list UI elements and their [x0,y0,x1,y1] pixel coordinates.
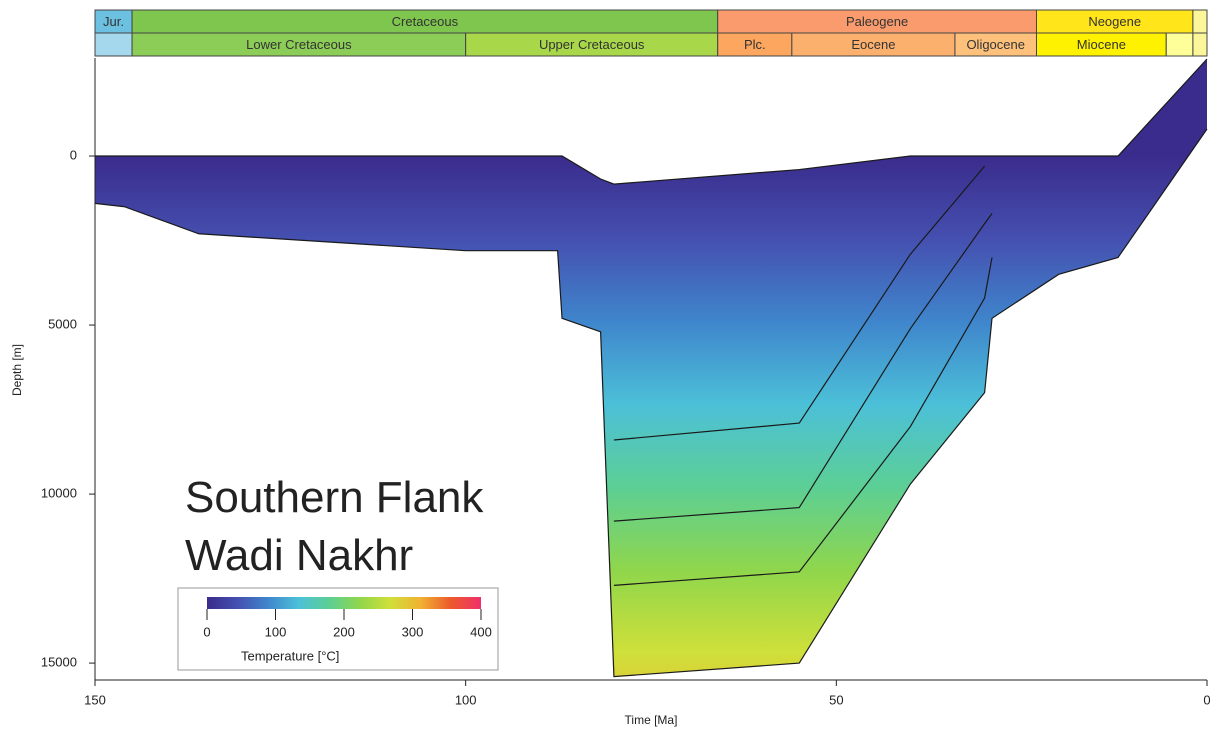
timescale-label: Neogene [1088,14,1141,29]
colorbar-tick-label: 200 [333,624,355,639]
timescale-label: Oligocene [966,37,1025,52]
timescale-cell [1193,10,1207,33]
timescale-cell [1193,33,1207,56]
colorbar [207,597,481,609]
timescale-cell [95,33,132,56]
colorbar-tick-label: 300 [402,624,424,639]
x-tick-label: 0 [1203,692,1210,707]
colorbar-tick-label: 400 [470,624,492,639]
timescale-label: Lower Cretaceous [246,37,352,52]
annotation: Southern Flank [185,473,484,522]
timescale-label: Jur. [103,14,124,29]
timescale-label: Cretaceous [392,14,459,29]
timescale-label: Plc. [744,37,766,52]
colorbar-tick-label: 0 [203,624,210,639]
timescale-label: Miocene [1077,37,1126,52]
annotation: Wadi Nakhr [185,531,413,580]
x-tick-label: 100 [455,692,477,707]
timescale-label: Eocene [851,37,895,52]
colorbar-label: Temperature [°C] [241,648,339,663]
timescale-cell [1166,33,1193,56]
y-axis-label: Depth [m] [10,344,24,396]
y-tick-label: 10000 [41,486,77,501]
temperature-area [95,59,1207,677]
y-tick-label: 15000 [41,655,77,670]
y-tick-label: 5000 [48,316,77,331]
chart: Jur. Cretaceous Paleogene Neogene Lower Cret… [0,0,1215,733]
y-tick-label: 0 [70,147,77,162]
timescale-label: Paleogene [846,14,908,29]
x-tick-label: 50 [829,692,843,707]
x-axis-label: Time [Ma] [625,713,678,727]
colorbar-tick-label: 100 [265,624,287,639]
x-tick-label: 150 [84,692,106,707]
timescale-label: Upper Cretaceous [539,37,645,52]
